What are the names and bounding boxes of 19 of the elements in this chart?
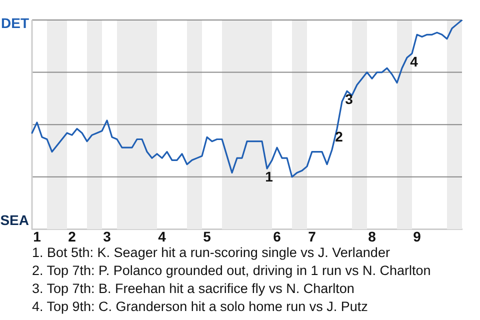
x-tick-label: 8: [368, 228, 376, 244]
x-tick-label: 5: [203, 228, 212, 244]
text: SEA: [0, 212, 29, 228]
text: DET: [1, 14, 30, 31]
text: 1. Bot 5th: K. Seager hit a run-scoring single vs J. Verlander: [32, 244, 391, 262]
annotation: 2: [335, 128, 344, 145]
annotation: 1: [265, 168, 274, 184]
text: 3. Top 7th: B. Freehan hit a sacrifice fly vs N. Charlton: [32, 280, 356, 298]
x-tick-label: 2: [68, 228, 76, 244]
text: 4. Top 9th: C. Granderson hit a solo home run vs J. Putz: [32, 298, 369, 316]
text: 2. Top 7th: P. Polanco grounded out, driving in 1 run vs N. Charlton: [32, 262, 431, 280]
x-tick-label: 3: [103, 228, 112, 244]
x-tick-label: 6: [273, 228, 282, 244]
annotation: 3: [345, 90, 354, 107]
x-tick-label: 7: [308, 228, 316, 244]
annotation: 4: [410, 53, 418, 70]
x-tick-label: 4: [158, 228, 166, 244]
x-tick-label: 1: [33, 228, 42, 244]
x-tick-label: 9: [413, 228, 422, 244]
